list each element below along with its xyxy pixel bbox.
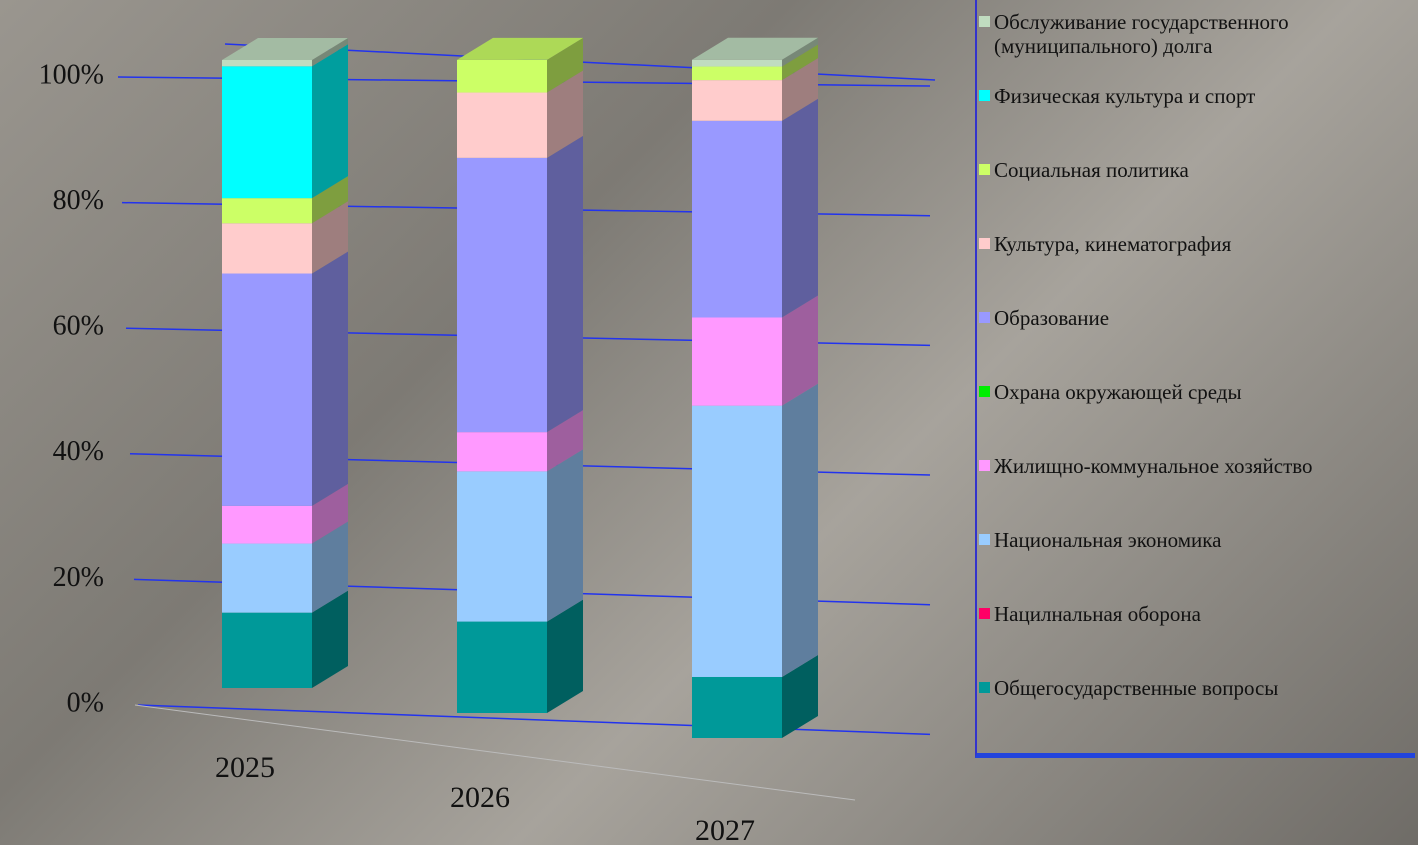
legend-swatch bbox=[979, 534, 990, 545]
legend-label: Физическая культура и спорт bbox=[994, 84, 1256, 108]
bar-top bbox=[692, 37, 818, 60]
bar-side bbox=[312, 483, 348, 544]
legend-item: Охрана окружающей среды bbox=[979, 380, 1409, 404]
bar-segment bbox=[222, 198, 312, 224]
legend-swatch bbox=[979, 90, 990, 101]
y-tick-label: 100% bbox=[39, 59, 104, 90]
bar-segment bbox=[692, 66, 782, 81]
legend-label: Социальная политика bbox=[994, 158, 1189, 182]
legend-swatch bbox=[979, 386, 990, 397]
bar-segment bbox=[222, 273, 312, 506]
legend-swatch bbox=[979, 16, 990, 27]
bar-segment bbox=[222, 612, 312, 688]
bar-segment bbox=[222, 543, 312, 613]
legend-label: Культура, кинематография bbox=[994, 232, 1232, 256]
bar-segment bbox=[457, 471, 547, 622]
legend-swatch bbox=[979, 238, 990, 249]
bar-side bbox=[782, 654, 818, 738]
bar-segment bbox=[457, 621, 547, 713]
y-tick-label: 80% bbox=[53, 185, 104, 216]
legend-swatch bbox=[979, 682, 990, 693]
y-tick-label: 40% bbox=[53, 436, 104, 467]
bar-side bbox=[312, 176, 348, 224]
bar-segment bbox=[692, 120, 782, 318]
bar-side bbox=[547, 37, 583, 93]
bar-segment bbox=[222, 223, 312, 274]
legend: Обслуживание государственного (муниципал… bbox=[975, 0, 1415, 758]
bar-side bbox=[312, 201, 348, 274]
legend-swatch bbox=[979, 312, 990, 323]
bar-side bbox=[312, 590, 348, 688]
bar-side bbox=[782, 44, 818, 81]
legend-label: Охрана окружающей среды bbox=[994, 380, 1242, 404]
bar-segment bbox=[457, 59, 547, 93]
legend-item: Культура, кинематография bbox=[979, 232, 1409, 256]
legend-item: Физическая культура и спорт bbox=[979, 84, 1409, 108]
bar-segment bbox=[692, 59, 782, 67]
legend-item: Жилищно-коммунальное хозяйство bbox=[979, 454, 1409, 478]
legend-item: Общегосударственные вопросы bbox=[979, 676, 1409, 700]
legend-item: Нацилнальная оборона bbox=[979, 602, 1409, 626]
legend-label: Жилищно-коммунальное хозяйство bbox=[994, 454, 1313, 478]
y-tick-label: 20% bbox=[53, 562, 104, 593]
bar-segment bbox=[457, 432, 547, 472]
bar-side bbox=[312, 38, 348, 67]
x-tick-label: 2027 bbox=[695, 814, 755, 845]
bar-side bbox=[547, 599, 583, 713]
grid-line bbox=[137, 704, 931, 736]
legend-label: Образование bbox=[994, 306, 1110, 330]
bar-segment bbox=[457, 92, 547, 158]
legend-item: Национальная экономика bbox=[979, 528, 1409, 552]
legend-item: Социальная политика bbox=[979, 158, 1409, 182]
bar-segment bbox=[222, 505, 312, 544]
bar-side bbox=[782, 383, 818, 677]
legend-label: Нацилнальная оборона bbox=[994, 602, 1201, 626]
bar-side bbox=[782, 37, 818, 67]
legend-swatch bbox=[979, 460, 990, 471]
legend-label: Национальная экономика bbox=[994, 528, 1222, 552]
legend-item: Обслуживание государственного (муниципал… bbox=[979, 10, 1409, 58]
bar-side bbox=[782, 98, 818, 318]
bar-side bbox=[547, 135, 583, 433]
bar-segment bbox=[457, 157, 547, 433]
bar-side bbox=[547, 449, 583, 622]
bar-side bbox=[312, 44, 348, 199]
bar-segment bbox=[692, 676, 782, 738]
bar-segment bbox=[692, 80, 782, 121]
bar-side bbox=[312, 521, 348, 613]
axis bbox=[134, 704, 856, 801]
bar-side bbox=[312, 251, 348, 506]
bar-top bbox=[457, 37, 583, 60]
legend-swatch bbox=[979, 608, 990, 619]
chart: 0% 20% 40% 60% 80% 100% 2025 2026 2027 bbox=[39, 37, 936, 845]
legend-swatch bbox=[979, 164, 990, 175]
bar-side bbox=[547, 70, 583, 158]
bar-segment bbox=[222, 60, 312, 67]
legend-item: Образование bbox=[979, 306, 1409, 330]
bar-top bbox=[222, 38, 348, 60]
y-tick-label: 0% bbox=[67, 687, 104, 718]
bar-side bbox=[782, 295, 818, 406]
x-tick-label: 2025 bbox=[215, 751, 275, 784]
y-tick-label: 60% bbox=[53, 311, 104, 342]
bar-segment bbox=[692, 405, 782, 677]
legend-label: Общегосударственные вопросы bbox=[994, 676, 1279, 700]
bar-segment bbox=[222, 66, 312, 199]
legend-label: Обслуживание государственного (муниципал… bbox=[994, 10, 1289, 58]
bar-side bbox=[782, 58, 818, 121]
x-tick-label: 2026 bbox=[450, 781, 510, 814]
bar-side bbox=[547, 410, 583, 472]
bar-segment bbox=[692, 317, 782, 406]
